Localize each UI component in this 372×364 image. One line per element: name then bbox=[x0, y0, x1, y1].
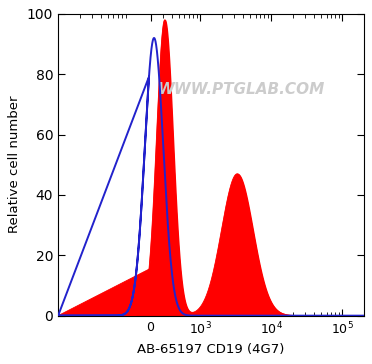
Y-axis label: Relative cell number: Relative cell number bbox=[8, 96, 21, 233]
X-axis label: AB-65197 CD19 (4G7): AB-65197 CD19 (4G7) bbox=[137, 343, 285, 356]
Text: WWW.PTGLAB.COM: WWW.PTGLAB.COM bbox=[158, 82, 325, 97]
